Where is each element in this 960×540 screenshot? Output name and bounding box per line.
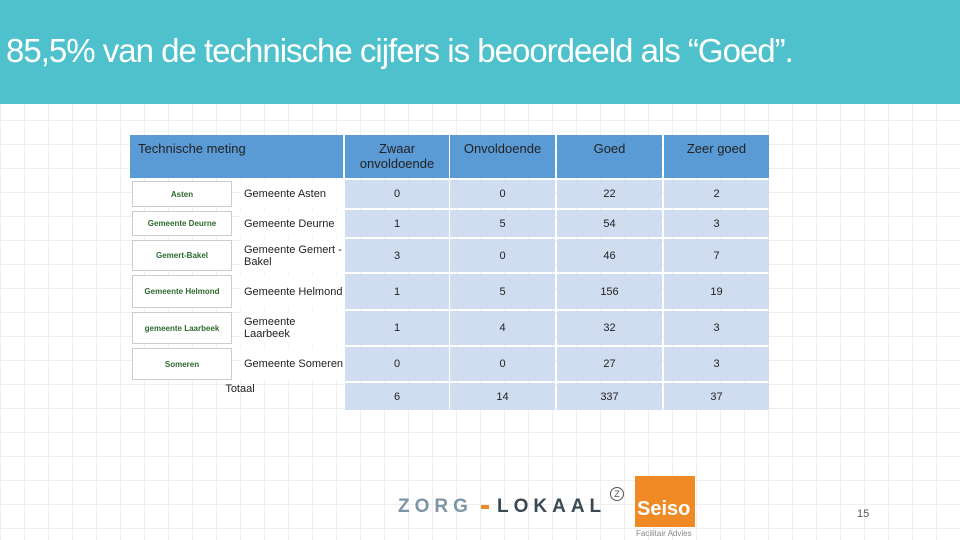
row-name: Gemeente Gemert -Bakel — [240, 239, 344, 272]
total-cell: 337 — [557, 383, 662, 410]
value-cell: 5 — [450, 274, 555, 309]
title: 85,5% van de technische cijfers is beoor… — [6, 32, 794, 69]
value-cell: 5 — [450, 210, 555, 237]
value-cell: 0 — [345, 347, 449, 381]
value-cell: 2 — [664, 180, 769, 208]
value-cell: 1 — [345, 274, 449, 309]
brand-zorg: ZORG — [398, 496, 473, 517]
logo: Asten — [132, 181, 232, 207]
row-name: Gemeente Someren — [240, 347, 344, 381]
logo: Gemeente Helmond — [132, 275, 232, 308]
total-cell: 6 — [345, 383, 449, 410]
value-cell: 46 — [557, 239, 662, 272]
header-cell: Technische meting — [130, 135, 343, 178]
value-cell: 32 — [557, 311, 662, 345]
row-name: Gemeente Laarbeek — [240, 311, 344, 345]
brand-z: Z — [610, 487, 624, 501]
brand-dot — [481, 505, 489, 509]
logo: Gemert-Bakel — [132, 240, 232, 271]
row-name: Gemeente Asten — [240, 180, 344, 208]
logo: gemeente Laarbeek — [132, 312, 232, 344]
value-cell: 54 — [557, 210, 662, 237]
header-cell: Goed — [557, 135, 662, 178]
value-cell: 4 — [450, 311, 555, 345]
header-cell: Zwaar onvoldoende — [345, 135, 449, 178]
value-cell: 22 — [557, 180, 662, 208]
header-cell: Zeer goed — [664, 135, 769, 178]
seiso-box — [635, 476, 695, 527]
total-cell: 14 — [450, 383, 555, 410]
value-cell: 7 — [664, 239, 769, 272]
header-cell: Onvoldoende — [450, 135, 555, 178]
total-name: Totaal — [225, 383, 255, 395]
value-cell: 19 — [664, 274, 769, 309]
logo: Someren — [132, 348, 232, 380]
value-cell: 3 — [664, 210, 769, 237]
value-cell: 3 — [664, 311, 769, 345]
title-bar — [0, 0, 960, 104]
value-cell: 156 — [557, 274, 662, 309]
row-name: Gemeente Helmond — [240, 274, 344, 309]
value-cell: 0 — [345, 180, 449, 208]
value-cell: 3 — [664, 347, 769, 381]
value-cell: 0 — [450, 347, 555, 381]
value-cell: 1 — [345, 210, 449, 237]
value-cell: 0 — [450, 180, 555, 208]
total-cell: 37 — [664, 383, 769, 410]
logo: Gemeente Deurne — [132, 211, 232, 236]
seiso-sub: Facilitair Advies — [636, 529, 692, 538]
value-cell: 3 — [345, 239, 449, 272]
seiso: Seiso — [637, 498, 691, 520]
row-name: Gemeente Deurne — [240, 210, 344, 237]
value-cell: 27 — [557, 347, 662, 381]
brand-lokaal: LOKAAL — [497, 496, 607, 517]
value-cell: 1 — [345, 311, 449, 345]
page-number: 15 — [857, 508, 870, 520]
value-cell: 0 — [450, 239, 555, 272]
